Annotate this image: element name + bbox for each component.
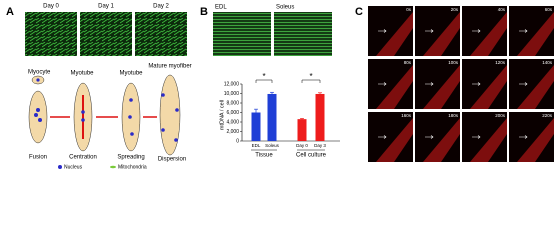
y-tick-label: 6,000	[226, 110, 239, 116]
panel-label: B	[200, 6, 208, 18]
day-label: Day 2	[153, 4, 169, 10]
day-label: Day 0	[43, 4, 59, 10]
y-tick-label: 12,000	[224, 81, 240, 87]
fiber	[470, 12, 507, 56]
y-tick-label: 4,000	[226, 119, 239, 125]
time-label: 0s	[406, 7, 412, 12]
time-label: 40s	[498, 7, 506, 12]
time-label: 160s	[401, 113, 412, 118]
step-label: Centration	[69, 155, 97, 161]
y-axis-label: mtDNA / cell	[219, 100, 225, 130]
x-tick-label: Day 3	[314, 143, 326, 148]
stage-label: Myocyte	[28, 70, 51, 76]
arrow	[425, 82, 434, 86]
time-label: 180s	[448, 113, 459, 118]
time-label: 140s	[542, 60, 553, 65]
arrow	[519, 135, 528, 139]
time-label: 80s	[404, 60, 412, 65]
fiber	[376, 65, 413, 109]
step-label: Fusion	[29, 155, 47, 161]
group-label: Cell culture	[296, 153, 327, 159]
significance: *	[309, 72, 312, 81]
legend-label: Mitochondria	[118, 164, 147, 170]
arrow	[472, 135, 481, 139]
micrograph	[213, 12, 271, 56]
stage-label: Myotube	[70, 71, 94, 77]
legend-label: Nucleus	[64, 164, 83, 170]
figure: A Day 0 Day 1 Day 2 Myocyte Myotube Myot…	[6, 4, 554, 170]
panel-label: C	[355, 6, 363, 18]
time-label: 100s	[448, 60, 459, 65]
step-label: Spreading	[117, 155, 144, 161]
y-tick-label: 8,000	[226, 100, 239, 106]
day-label: Day 1	[98, 4, 114, 10]
fiber	[517, 65, 554, 109]
bar	[251, 112, 261, 141]
fiber	[470, 118, 507, 162]
arrow	[425, 29, 434, 33]
time-label: 120s	[495, 60, 506, 65]
arrow	[378, 29, 387, 33]
group-label: Tissue	[255, 153, 273, 159]
stage-label: Myotube	[119, 71, 143, 77]
micrographs	[25, 12, 187, 56]
x-tick-label: EDL	[252, 143, 261, 148]
arrow	[472, 82, 481, 86]
bar	[297, 119, 307, 141]
fiber	[376, 118, 413, 162]
bar	[315, 93, 325, 141]
y-tick-label: 0	[236, 138, 239, 144]
arrow	[472, 29, 481, 33]
arrow	[378, 82, 387, 86]
fiber	[423, 65, 460, 109]
significance: *	[262, 72, 265, 81]
micrograph	[274, 12, 332, 56]
step-label: Dispersion	[158, 157, 186, 163]
y-tick-label: 2,000	[226, 129, 239, 135]
arrow	[519, 29, 528, 33]
time-label: 20s	[451, 7, 459, 12]
time-label: 200s	[495, 113, 506, 118]
arrow	[378, 135, 387, 139]
panel-label: A	[6, 6, 14, 18]
fiber	[376, 12, 413, 56]
fiber	[423, 12, 460, 56]
fiber	[517, 118, 554, 162]
image-label: Soleus	[276, 5, 294, 11]
fiber	[470, 65, 507, 109]
stage-label: Mature myofiber	[148, 64, 191, 70]
significance-bracket	[255, 79, 273, 83]
image-label: EDL	[215, 5, 227, 11]
arrow	[425, 135, 434, 139]
x-tick-label: Soleus	[265, 143, 280, 148]
y-tick-label: 10,000	[224, 91, 240, 97]
significance-bracket	[301, 79, 321, 83]
time-label: 60s	[545, 7, 553, 12]
bar	[267, 93, 277, 141]
x-tick-label: Day 0	[296, 143, 308, 148]
time-label: 220s	[542, 113, 553, 118]
fiber	[517, 12, 554, 56]
cell-diagram	[28, 74, 181, 169]
arrow	[519, 82, 528, 86]
fiber	[423, 118, 460, 162]
